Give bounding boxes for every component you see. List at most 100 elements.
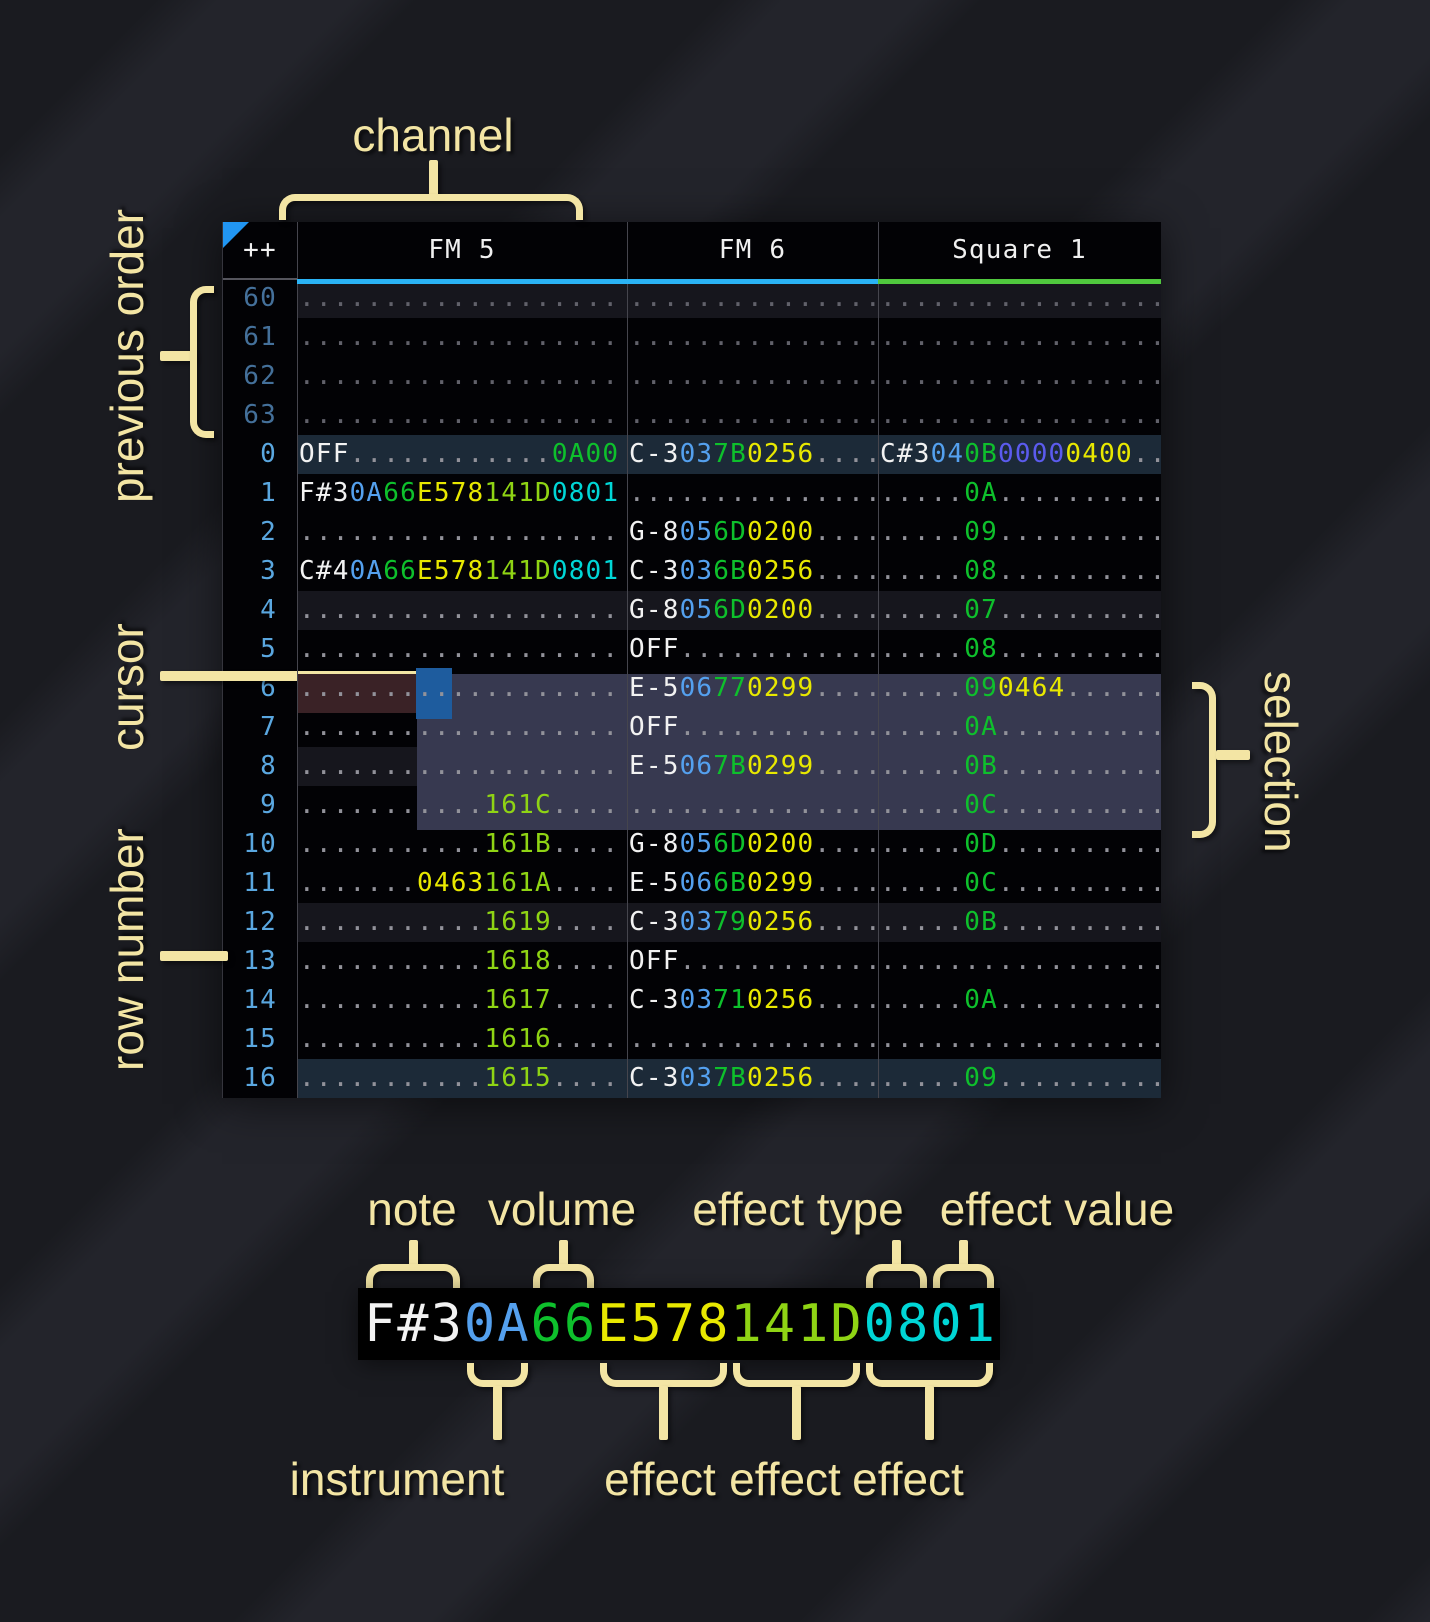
pattern-cell[interactable]: ............... <box>627 279 878 318</box>
pattern-cell[interactable]: C-303790256.... <box>627 903 878 942</box>
pattern-cell[interactable]: .....090464........ <box>878 669 1161 708</box>
pattern-cell[interactable]: G-8056D0200.... <box>627 513 878 552</box>
pattern-cell[interactable]: .....0A............ <box>878 474 1161 513</box>
pattern-cell[interactable]: C#3040B00000400.... <box>878 435 1161 474</box>
pattern-cell[interactable]: .....08............ <box>878 552 1161 591</box>
pattern-row[interactable]: 10 ...........161B.... G-8056D0200........… <box>223 825 1161 864</box>
pattern-cell[interactable]: ............... <box>627 318 878 357</box>
pattern-cell[interactable]: ...........161B.... <box>297 825 627 864</box>
pattern-cell[interactable]: .....0C............ <box>878 786 1161 825</box>
pattern-row[interactable]: 2................... G-8056D0200.........… <box>223 513 1161 552</box>
pattern-cell[interactable]: .....0D............ <box>878 825 1161 864</box>
pattern-cell[interactable]: E-506770299.... <box>627 669 878 708</box>
pattern-editor[interactable]: ++ FM 5 FM 6 Square 1 60..................… <box>222 222 1161 1098</box>
pattern-cell[interactable]: OFF............ <box>627 942 878 981</box>
pattern-cell[interactable]: ................... <box>878 318 1161 357</box>
pattern-row[interactable]: 6................... E-506770299.........… <box>223 669 1161 708</box>
pattern-cell[interactable]: C#40A66E578141D0801 <box>297 552 627 591</box>
pattern-cell[interactable]: .....0B............ <box>878 747 1161 786</box>
pattern-cell[interactable]: .......0463161A.... <box>297 864 627 903</box>
pattern-cell[interactable]: ................... <box>878 1020 1161 1059</box>
pattern-cell[interactable]: ................... <box>297 591 627 630</box>
pattern-cell[interactable]: .....0A............ <box>878 708 1161 747</box>
pattern-row[interactable]: 3 C#40A66E578141D0801 C-3036B0256.........… <box>223 552 1161 591</box>
pattern-cell[interactable]: ................... <box>878 942 1161 981</box>
pattern-row[interactable]: 16 ...........1615.... C-3037B0256........… <box>223 1059 1161 1098</box>
pattern-cell[interactable]: ................... <box>297 708 627 747</box>
pattern-cell[interactable]: C-3036B0256.... <box>627 552 878 591</box>
pattern-cell[interactable]: .....0B............ <box>878 903 1161 942</box>
cursor-cell[interactable] <box>416 668 452 719</box>
pattern-cell[interactable]: F#30A66E578141D0801 <box>297 474 627 513</box>
pattern-cell[interactable]: ................... <box>297 513 627 552</box>
pattern-cell[interactable]: .....09............ <box>878 1059 1161 1098</box>
pattern-cell[interactable]: G-8056D0200.... <box>627 825 878 864</box>
pattern-cell[interactable]: ............... <box>627 396 878 435</box>
pattern-cell[interactable]: ................... <box>878 396 1161 435</box>
channel-header[interactable]: FM 6 <box>718 235 787 265</box>
pattern-row[interactable]: 15 ...........1616.......................… <box>223 1020 1161 1059</box>
pattern-cell[interactable]: G-8056D0200.... <box>627 591 878 630</box>
pattern-row[interactable]: 0 OFF............0A00 C-3037B0256.... C#304… <box>223 435 1161 474</box>
pattern-cell[interactable]: ...........1619.... <box>297 903 627 942</box>
pattern-cell[interactable]: ............... <box>627 357 878 396</box>
pattern-cell[interactable]: ...........1618.... <box>297 942 627 981</box>
pattern-cell[interactable]: E-5066B0299.... <box>627 864 878 903</box>
field-segment: 0D <box>964 829 998 859</box>
pattern-cell[interactable]: ................... <box>297 318 627 357</box>
pattern-cell[interactable]: .....08............ <box>878 630 1161 669</box>
pattern-cell[interactable]: ............... <box>627 786 878 825</box>
legend-effect3-label: effect <box>852 1453 964 1505</box>
pattern-row[interactable]: 60......................................… <box>223 279 1161 318</box>
pattern-cell[interactable]: ................... <box>297 279 627 318</box>
pattern-row[interactable]: 7................... OFF.................… <box>223 708 1161 747</box>
pattern-cell[interactable]: ................... <box>878 279 1161 318</box>
pattern-cell[interactable]: ...........1615.... <box>297 1059 627 1098</box>
pattern-row[interactable]: 14 ...........1617.... C-303710256........… <box>223 981 1161 1020</box>
pattern-cell[interactable]: ................... <box>297 630 627 669</box>
pattern-row[interactable]: 8................... E-5067B0299.........… <box>223 747 1161 786</box>
field-segment: ..... <box>880 829 965 859</box>
field-segment: ............ <box>998 790 1161 820</box>
field-segment: OFF <box>629 946 680 976</box>
pattern-cell[interactable]: C-303710256.... <box>627 981 878 1020</box>
field-segment: .... <box>814 751 878 781</box>
pattern-row[interactable]: 13 ...........1618.... OFF................… <box>223 942 1161 981</box>
pattern-cell[interactable]: ................... <box>297 357 627 396</box>
field-segment: ............... <box>629 1024 878 1054</box>
pattern-row[interactable]: 61......................................… <box>223 318 1161 357</box>
pattern-cell[interactable]: OFF............ <box>627 630 878 669</box>
pattern-cell[interactable]: E-5067B0299.... <box>627 747 878 786</box>
pattern-row[interactable]: 12 ...........1619.... C-303790256........… <box>223 903 1161 942</box>
pattern-cell[interactable]: .....0A............ <box>878 981 1161 1020</box>
pattern-cell[interactable]: .....07............ <box>878 591 1161 630</box>
pattern-cell[interactable]: ...........1617.... <box>297 981 627 1020</box>
pattern-cell[interactable]: ............... <box>627 1020 878 1059</box>
pattern-cell[interactable]: C-3037B0256.... <box>627 1059 878 1098</box>
pattern-cell[interactable]: ...........161C.... <box>297 786 627 825</box>
pattern-row[interactable]: 62......................................… <box>223 357 1161 396</box>
pattern-cell[interactable]: ................... <box>297 669 627 708</box>
pattern-cell[interactable]: ................... <box>878 357 1161 396</box>
pattern-row[interactable]: 1 F#30A66E578141D0801....................… <box>223 474 1161 513</box>
pattern-cell[interactable]: ................... <box>297 747 627 786</box>
pattern-cell[interactable]: ...........1616.... <box>297 1020 627 1059</box>
row-number: 9 <box>223 786 297 825</box>
channel-header[interactable]: Square 1 <box>952 235 1087 265</box>
pattern-row[interactable]: 11 .......0463161A.... E-5066B0299........… <box>223 864 1161 903</box>
pattern-cell[interactable]: OFF............0A00 <box>297 435 627 474</box>
pattern-cell[interactable]: C-3037B0256.... <box>627 435 878 474</box>
pattern-cell[interactable]: OFF............ <box>627 708 878 747</box>
pattern-cell[interactable]: .....0C............ <box>878 864 1161 903</box>
pattern-row[interactable]: 9 ...........161C........................… <box>223 786 1161 825</box>
pattern-row[interactable]: 5................... OFF.................… <box>223 630 1161 669</box>
pattern-cell[interactable]: ................... <box>297 396 627 435</box>
pattern-cell[interactable]: ............... <box>627 474 878 513</box>
pattern-body[interactable]: 60......................................… <box>223 279 1161 1098</box>
order-corner[interactable]: ++ <box>223 222 297 279</box>
pattern-cell[interactable]: .....09............ <box>878 513 1161 552</box>
pattern-row[interactable]: 4................... G-8056D0200.........… <box>223 591 1161 630</box>
field-segment: 0256 <box>747 1063 815 1093</box>
channel-header[interactable]: FM 5 <box>428 235 496 265</box>
pattern-row[interactable]: 63......................................… <box>223 396 1161 435</box>
